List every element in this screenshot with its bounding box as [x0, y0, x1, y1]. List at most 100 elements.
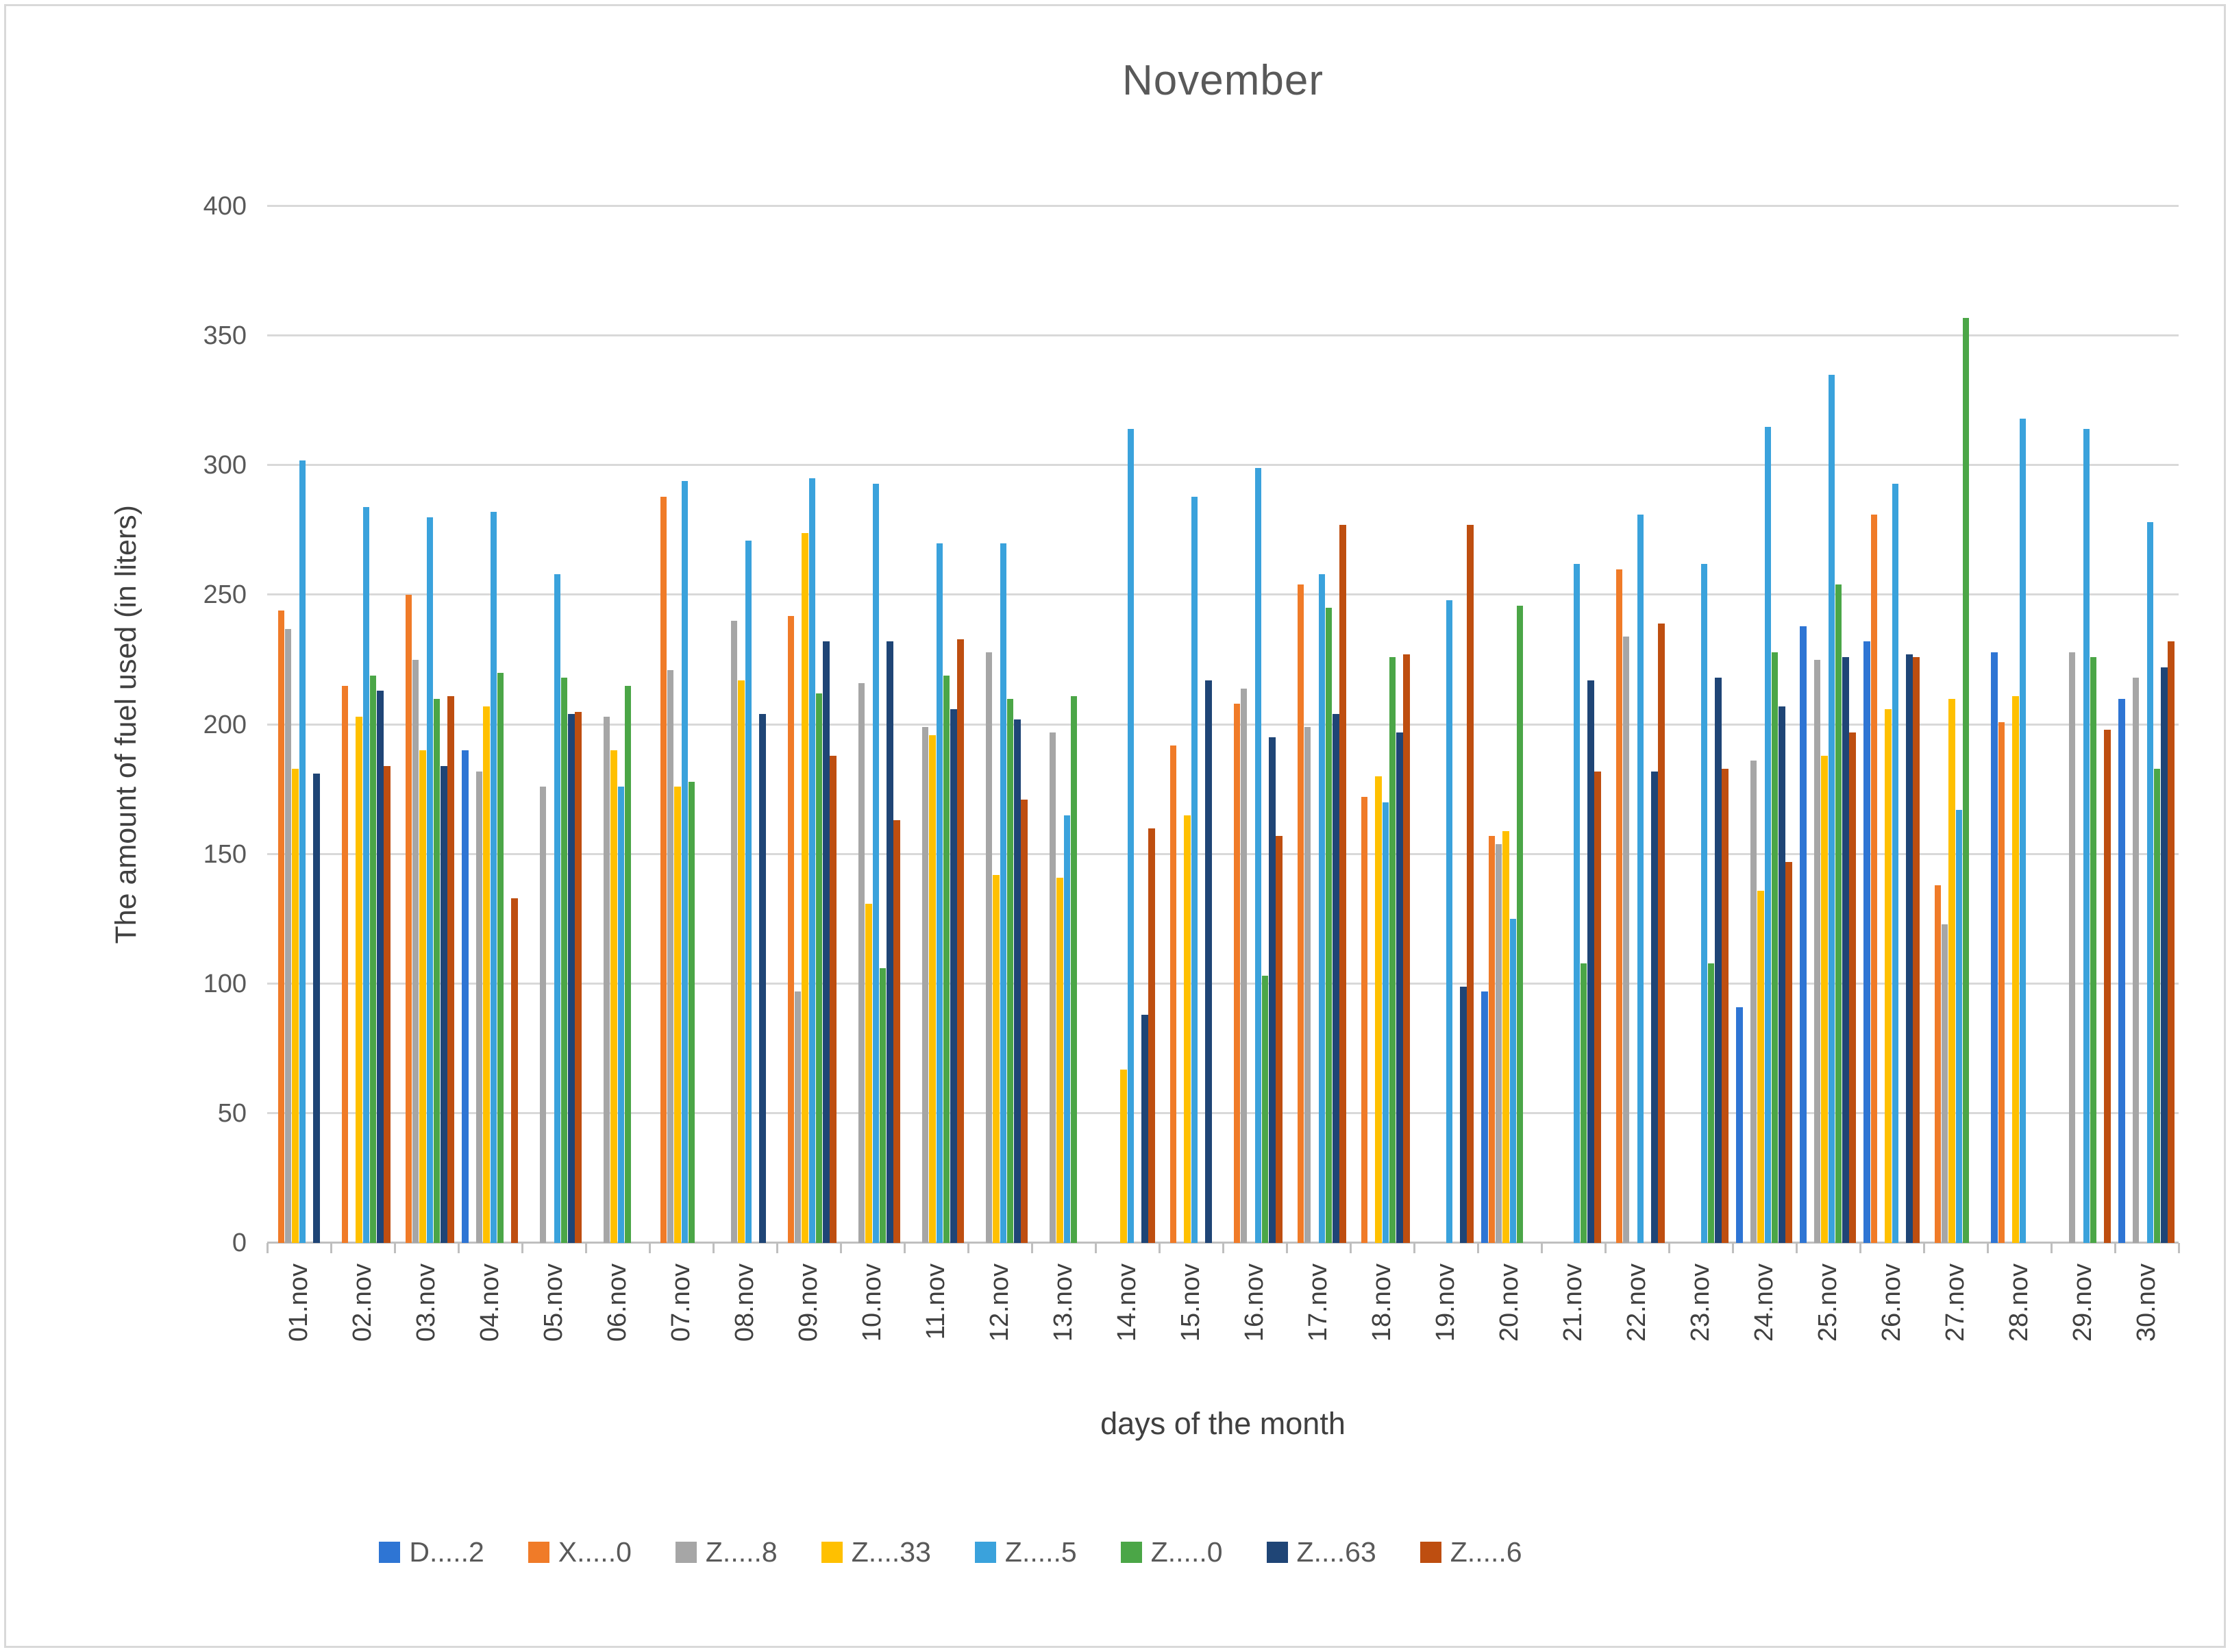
bar-D.....2-28.nov — [1991, 652, 1998, 1243]
x-category-label-21.nov: 21.nov — [1559, 1263, 1587, 1342]
bar-slot — [1014, 206, 1021, 1243]
bar-slot — [823, 206, 830, 1243]
x-tick-mark — [776, 1243, 778, 1253]
bar-slot — [1502, 206, 1509, 1243]
bar-Z.....8-04.nov — [475, 771, 483, 1243]
bar-slot — [334, 206, 341, 1243]
bar-group-13.nov — [1032, 206, 1095, 1243]
legend-swatch-icon — [379, 1542, 401, 1563]
legend-label: X.....0 — [558, 1536, 632, 1568]
bar-Z....63-16.nov — [1269, 737, 1276, 1243]
x-category-label-wrap: 04.nov — [458, 1263, 522, 1401]
bar-Z.....0-13.nov — [1070, 695, 1078, 1243]
y-tick-label-150: 150 — [203, 839, 247, 869]
bar-slot — [1813, 206, 1821, 1243]
bar-slot — [1135, 206, 1141, 1243]
bar-Z.....6-30.nov — [2168, 641, 2175, 1243]
bar-slot — [610, 206, 617, 1243]
bar-Z.....0-16.nov — [1261, 976, 1269, 1243]
legend-item-Z.....8: Z.....8 — [675, 1536, 778, 1568]
legend: D.....2 X.....0 Z.....8 Z....33 Z.....5 Z....… — [0, 1536, 2066, 1568]
bar-slot — [1000, 206, 1007, 1243]
bar-Z.....5-10.nov — [872, 483, 879, 1243]
bar-slot — [1977, 206, 1983, 1243]
x-tick-mark — [840, 1243, 842, 1253]
bar-Z.....5-17.nov — [1318, 574, 1325, 1243]
bar-Z....33-18.nov — [1375, 776, 1382, 1243]
bar-slot — [2055, 206, 2061, 1243]
bar-slot — [815, 206, 823, 1243]
x-category-label-wrap: 12.nov — [968, 1263, 1032, 1401]
bar-Z....63-24.nov — [1779, 706, 1785, 1243]
x-category-label-18.nov: 18.nov — [1367, 1263, 1396, 1342]
x-category-label-wrap: 23.nov — [1669, 1263, 1733, 1401]
bar-slot — [844, 206, 851, 1243]
bar-slot — [356, 206, 362, 1243]
bar-Z.....0-20.nov — [1516, 605, 1524, 1243]
legend-item-Z.....6: Z.....6 — [1420, 1536, 1522, 1568]
bar-slot — [589, 206, 596, 1243]
bar-Z.....5-24.nov — [1764, 426, 1771, 1243]
bar-X.....0-26.nov — [1870, 515, 1878, 1243]
bar-slot — [787, 206, 795, 1243]
bar-slot — [993, 206, 1000, 1243]
bar-slot — [419, 206, 426, 1243]
bar-slot — [1863, 206, 1870, 1243]
bar-Z....33-28.nov — [2012, 695, 2019, 1243]
x-tick-mark — [1095, 1243, 1097, 1253]
bar-Z.....0-09.nov — [815, 693, 823, 1243]
legend-label: Z.....0 — [1150, 1536, 1223, 1568]
bar-Z.....6-03.nov — [447, 695, 454, 1243]
bar-slot — [957, 206, 964, 1243]
x-category-label-23.nov: 23.nov — [1686, 1263, 1715, 1342]
bar-Z.....8-06.nov — [603, 717, 610, 1243]
legend-swatch-icon — [821, 1542, 843, 1563]
y-tick-label-400: 400 — [203, 192, 247, 221]
bar-Z....63-09.nov — [823, 641, 830, 1243]
bar-slot — [1226, 206, 1233, 1243]
legend-swatch-icon — [1120, 1542, 1142, 1563]
x-category-label-13.nov: 13.nov — [1049, 1263, 1078, 1342]
gridline-200 — [267, 723, 2179, 726]
bar-slot — [1821, 206, 1828, 1243]
bar-slot — [398, 206, 405, 1243]
bar-slot — [865, 206, 872, 1243]
x-tick-mark — [1222, 1243, 1224, 1253]
bar-slot — [1361, 206, 1368, 1243]
x-tick-mark — [330, 1243, 332, 1253]
x-tick-mark — [713, 1243, 715, 1253]
y-tick-label-200: 200 — [203, 710, 247, 739]
plot-area — [267, 205, 2180, 1253]
bar-Z.....5-09.nov — [808, 478, 815, 1243]
bar-Z....63-25.nov — [1842, 657, 1849, 1243]
bar-group-18.nov — [1350, 206, 1414, 1243]
bar-slot — [1835, 206, 1842, 1243]
legend-item-Z.....5: Z.....5 — [974, 1536, 1077, 1568]
x-category-label-22.nov: 22.nov — [1622, 1263, 1651, 1342]
bar-slot — [1333, 206, 1339, 1243]
x-category-label-wrap: 26.nov — [1860, 1263, 1924, 1401]
x-category-label-wrap: 27.nov — [1924, 1263, 1987, 1401]
x-axis-title: days of the month — [1100, 1406, 1346, 1441]
bar-X.....0-27.nov — [1934, 885, 1942, 1243]
bar-slot — [1687, 206, 1694, 1243]
bar-group-30.nov — [2115, 206, 2179, 1243]
bar-Z....33-08.nov — [738, 680, 745, 1243]
x-category-label-19.nov: 19.nov — [1431, 1263, 1460, 1342]
x-category-label-wrap: 17.nov — [1287, 1263, 1350, 1401]
bar-Z....33-27.nov — [1948, 698, 1955, 1243]
bar-slot — [603, 206, 610, 1243]
x-tick-mark — [1413, 1243, 1415, 1253]
bar-Z....63-18.nov — [1396, 732, 1403, 1243]
bar-group-24.nov — [1733, 206, 1796, 1243]
bar-slot — [1240, 206, 1248, 1243]
bar-slot — [950, 206, 957, 1243]
bar-X.....0-01.nov — [277, 611, 285, 1243]
bar-Z.....5-21.nov — [1573, 564, 1580, 1243]
bar-Z.....8-17.nov — [1304, 727, 1311, 1243]
bar-slot — [1368, 206, 1375, 1243]
bar-slot — [985, 206, 993, 1243]
bar-slot — [384, 206, 391, 1243]
x-category-label-wrap: 28.nov — [1987, 1263, 2051, 1401]
x-category-label-wrap: 16.nov — [1223, 1263, 1287, 1401]
